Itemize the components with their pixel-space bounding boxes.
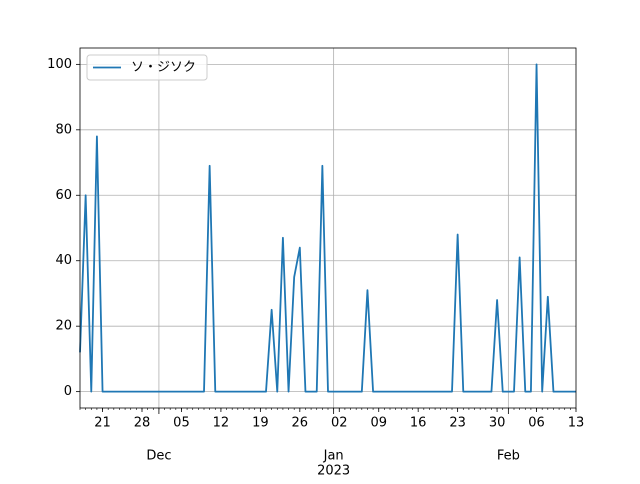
x-tick-label: 19: [252, 416, 269, 431]
x-tick-label: 13: [568, 416, 585, 431]
y-tick-label: 20: [55, 319, 72, 334]
x-tick-label: 02: [331, 416, 348, 431]
x-tick-label: 06: [528, 416, 545, 431]
x-tick-label: 09: [370, 416, 387, 431]
year-label: 2023: [317, 464, 350, 479]
y-tick-label: 80: [55, 122, 72, 137]
x-tick-label: 23: [449, 416, 466, 431]
plot-frame: [79, 47, 577, 409]
x-tick-label: 28: [134, 416, 151, 431]
legend-box: [86, 54, 208, 81]
x-tick-label: 12: [213, 416, 230, 431]
y-tick-label: 40: [55, 253, 72, 268]
y-tick-label: 0: [64, 384, 72, 399]
x-tick-label: 30: [489, 416, 506, 431]
month-label: Feb: [497, 449, 520, 464]
data-line: [79, 63, 576, 393]
x-tick-label: 05: [173, 416, 190, 431]
month-label: Jan: [323, 449, 344, 464]
month-label: Dec: [146, 449, 171, 464]
x-tick-label: 21: [94, 416, 111, 431]
y-tick-label: 60: [55, 188, 72, 203]
legend-label: ソ・ジソク: [131, 60, 196, 75]
x-tick-label: 26: [292, 416, 309, 431]
x-tick-label: 16: [410, 416, 427, 431]
y-tick-label: 100: [47, 57, 72, 72]
